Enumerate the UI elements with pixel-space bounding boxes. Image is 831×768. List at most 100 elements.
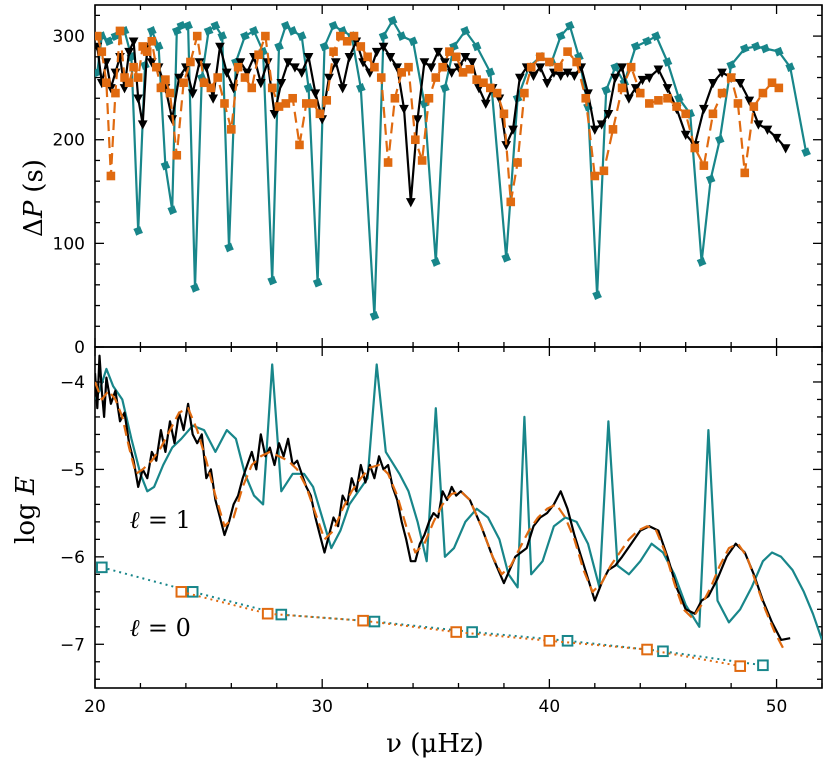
data-point (654, 96, 663, 105)
data-point (355, 83, 366, 93)
data-point (630, 41, 641, 52)
data-point (96, 561, 108, 574)
data-point (641, 643, 653, 656)
x-tick-label: 40 (539, 697, 561, 717)
data-point (589, 125, 600, 135)
data-point (174, 73, 184, 84)
data-point (160, 160, 171, 171)
data-point (760, 43, 771, 54)
data-point (412, 115, 423, 125)
x-axis-title: ν (μHz) (386, 729, 484, 759)
data-point (610, 73, 621, 84)
data-point (368, 615, 381, 628)
top-plot-area (95, 15, 811, 321)
data-point (267, 275, 278, 286)
data-point (183, 20, 193, 31)
data-point (753, 120, 764, 130)
data-point (465, 64, 475, 74)
data-point (637, 75, 648, 86)
data-point (514, 73, 525, 84)
data-point (315, 109, 325, 119)
bottom-plot-area (95, 354, 822, 672)
data-point (102, 78, 111, 88)
data-point (411, 135, 420, 145)
data-point (146, 26, 157, 36)
data-point (535, 52, 545, 62)
data-point (124, 78, 134, 88)
data-point (699, 161, 709, 170)
data-point (281, 99, 291, 108)
data-point (319, 41, 330, 52)
data-point (740, 168, 750, 178)
y-tick-label: −4 (60, 373, 85, 393)
data-point (499, 109, 509, 119)
data-point (599, 166, 609, 176)
data-point (179, 78, 188, 88)
data-point (562, 68, 573, 78)
data-point (542, 78, 552, 89)
data-point (608, 125, 618, 134)
data-point (696, 257, 707, 267)
data-point (486, 83, 495, 93)
data-point (356, 42, 366, 51)
data-point (233, 62, 243, 72)
x-tick-label: 30 (311, 697, 333, 717)
bottom-series-0-line (95, 363, 822, 641)
data-point (726, 60, 736, 70)
data-point (378, 31, 389, 41)
data-point (565, 20, 575, 31)
data-point (440, 58, 450, 68)
data-point (137, 120, 148, 130)
data-point (133, 73, 143, 82)
data-point (240, 31, 250, 41)
data-point (590, 171, 600, 181)
data-point (424, 93, 434, 103)
data-point (657, 645, 669, 658)
data-point (115, 26, 125, 36)
data-point (142, 47, 152, 56)
data-point (526, 62, 536, 72)
y-tick-label: 100 (53, 234, 85, 254)
data-point (479, 78, 488, 88)
data-point (261, 31, 270, 41)
data-point (120, 73, 129, 82)
data-point (417, 156, 427, 165)
data-point (480, 99, 491, 109)
data-point (674, 93, 684, 104)
data-point (635, 88, 645, 98)
data-point (387, 15, 398, 26)
data-point (528, 71, 539, 81)
data-point (383, 158, 393, 167)
data-point (617, 63, 627, 73)
data-point (397, 68, 407, 77)
data-point (714, 134, 725, 145)
data-point (276, 78, 287, 89)
data-point (371, 47, 382, 58)
data-point (735, 78, 746, 89)
data-point (651, 31, 661, 41)
data-point (235, 58, 246, 68)
data-point (133, 226, 143, 236)
data-point (583, 89, 593, 99)
data-point (408, 36, 418, 47)
data-point (774, 83, 784, 93)
data-point (267, 83, 277, 93)
data-point (175, 586, 188, 598)
data-point (739, 43, 750, 54)
y-tick-label: −5 (60, 460, 85, 480)
data-point (220, 99, 229, 108)
data-point (569, 71, 580, 81)
data-point (133, 94, 144, 104)
data-point (161, 75, 170, 84)
annotation-l0: ℓ = 0 (130, 613, 191, 642)
data-point (303, 83, 314, 93)
data-point (269, 110, 280, 120)
data-point (295, 140, 304, 150)
data-point (129, 62, 138, 72)
data-point (555, 71, 566, 81)
data-point (208, 94, 218, 104)
data-point (128, 37, 139, 47)
data-point (405, 198, 416, 208)
data-point (561, 634, 574, 647)
